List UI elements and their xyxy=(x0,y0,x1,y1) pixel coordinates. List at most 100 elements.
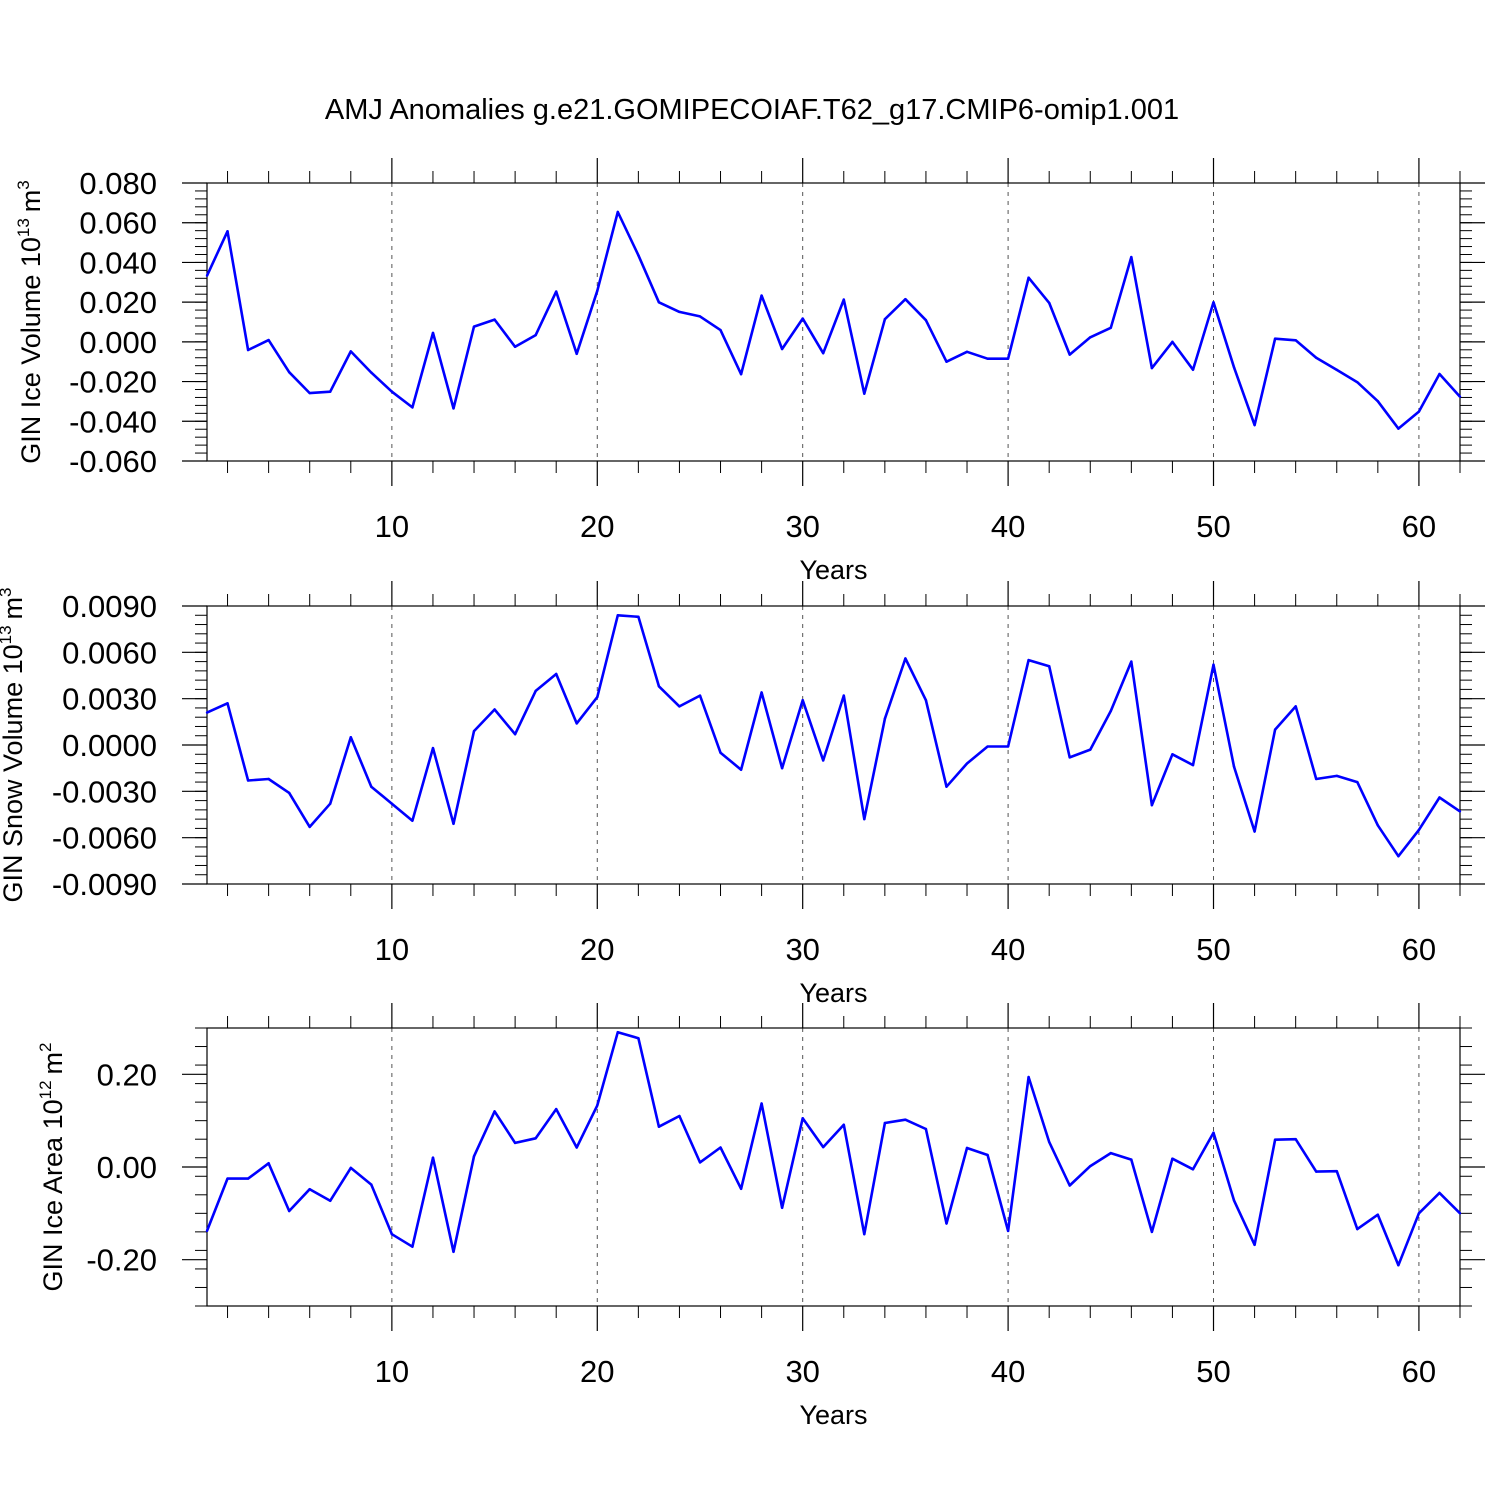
panel-1-point-26 xyxy=(719,328,722,332)
panel-1-point-38 xyxy=(965,350,969,353)
panel-1-point-3 xyxy=(246,348,250,352)
panel-1-point-13 xyxy=(452,407,455,410)
panel-2-point-56 xyxy=(1335,774,1338,778)
panel-2-point-51 xyxy=(1232,765,1236,768)
panel-2: 10 20 30 40 50 60 -0.0090 -0.0060 -0.0030 0.0000 0… xyxy=(0,581,1485,1008)
panel-2-point-48 xyxy=(1171,753,1174,756)
panel-3-point-42 xyxy=(1047,1140,1051,1144)
panel-1-yaxis-label-text: GIN Ice Volume 10 xyxy=(16,237,46,464)
panel-3-point-3 xyxy=(246,1177,250,1180)
panel-2-point-17 xyxy=(534,689,537,693)
panel-1-point-32 xyxy=(842,298,845,301)
panel-3-point-32 xyxy=(842,1123,845,1127)
panel-3-point-37 xyxy=(945,1222,948,1225)
panel-3-point-10 xyxy=(390,1232,394,1236)
panel-1-point-15 xyxy=(493,318,496,321)
panel-3-point-7 xyxy=(329,1199,332,1203)
panel-3-point-2 xyxy=(226,1177,229,1180)
panel-1-point-54 xyxy=(1294,339,1297,342)
panel-2-point-8 xyxy=(349,736,352,739)
panel-2-point-32 xyxy=(842,694,845,697)
panel-2-point-39 xyxy=(986,745,989,748)
panel-1-point-51 xyxy=(1232,366,1236,369)
panel-2-point-21 xyxy=(616,614,620,617)
panel-2-point-55 xyxy=(1315,777,1318,781)
panel-3-point-46 xyxy=(1130,1158,1133,1161)
panel-1-point-43 xyxy=(1068,353,1071,356)
panel-3-point-25 xyxy=(698,1161,702,1164)
panel-2-point-41 xyxy=(1027,658,1030,662)
panel-2-point-60 xyxy=(1417,828,1421,832)
panel-1-yaxis-label-unit: m xyxy=(16,190,46,213)
panel-1-point-59 xyxy=(1397,427,1400,430)
panel-2-point-57 xyxy=(1356,780,1359,784)
panel-3-point-39 xyxy=(986,1153,989,1157)
panel-2-ytick-label-4: 0.0030 xyxy=(62,682,157,717)
panel-3-point-53 xyxy=(1273,1138,1277,1141)
panel-1-point-41 xyxy=(1027,276,1030,279)
panel-2-ytick-label-6: 0.0090 xyxy=(62,589,157,624)
panel-2-point-50 xyxy=(1212,663,1215,666)
panel-2-point-28 xyxy=(760,691,763,694)
panel-2-ytick-label-1: -0.0060 xyxy=(52,821,157,856)
panel-1-point-30 xyxy=(801,317,804,320)
panel-2-point-11 xyxy=(411,819,414,822)
panel-2-point-1 xyxy=(205,711,209,714)
panel-3-ytick-label-2: 0.20 xyxy=(97,1057,157,1092)
panel-1-point-31 xyxy=(822,351,825,355)
panel-2-point-30 xyxy=(801,699,804,702)
panel-3-yaxis-label-text: GIN Ice Area 10 xyxy=(38,1099,68,1291)
panel-1-xtick-label-10: 10 xyxy=(375,509,409,544)
panel-1-point-25 xyxy=(698,315,702,318)
panel-2-yaxis-label-text: GIN Snow Volume 10 xyxy=(0,644,28,902)
panel-1-xaxis-label: Years xyxy=(799,555,867,585)
panel-3-point-28 xyxy=(760,1102,763,1105)
panel-1-point-60 xyxy=(1417,410,1421,413)
panel-2-point-46 xyxy=(1130,660,1133,663)
panel-2-point-9 xyxy=(370,785,373,788)
panel-3-xtick-label-50: 50 xyxy=(1196,1354,1230,1389)
panel-2-point-26 xyxy=(719,751,722,754)
panel-3-yaxis-label: GIN Ice Area 1012 m2 xyxy=(36,1043,68,1292)
panel-3-xtick-label-10: 10 xyxy=(375,1354,409,1389)
panel-2-point-29 xyxy=(780,766,784,770)
panel-2-point-49 xyxy=(1191,763,1195,767)
panel-1-ytick-label-0: -0.060 xyxy=(69,444,157,479)
panel-3-point-50 xyxy=(1212,1131,1215,1134)
panel-3-point-33 xyxy=(863,1232,866,1236)
panel-2-yaxis-label-unit: m xyxy=(0,597,28,620)
panel-1-point-28 xyxy=(760,294,763,297)
panel-3-xtick-label-30: 30 xyxy=(785,1354,819,1389)
panel-1-ytick-label-1: -0.040 xyxy=(69,404,157,439)
panel-1-point-21 xyxy=(616,210,620,214)
panel-1-point-61 xyxy=(1438,372,1441,376)
panel-2-point-19 xyxy=(575,722,578,725)
panel-1-point-6 xyxy=(308,391,311,395)
panel-2-point-12 xyxy=(431,746,435,750)
panel-2-point-3 xyxy=(246,779,250,782)
panel-2-point-27 xyxy=(739,768,743,771)
panel-2-point-24 xyxy=(678,705,681,708)
panel-1-xtick-label-50: 50 xyxy=(1196,509,1230,544)
panel-3-point-57 xyxy=(1356,1227,1359,1231)
panel-1-xtick-label-20: 20 xyxy=(580,509,614,544)
panel-2-point-4 xyxy=(267,777,270,781)
panel-2-point-5 xyxy=(287,791,291,795)
panels: 10 20 30 40 50 60 -0.060 -0.040 -0.020 0.000 0.020… xyxy=(0,158,1485,1430)
panel-2-xtick-label-20: 20 xyxy=(580,932,614,967)
panel-3-point-20 xyxy=(596,1104,599,1107)
panel-1-point-29 xyxy=(780,347,784,351)
panel-1-point-34 xyxy=(883,318,887,321)
panel-2-point-35 xyxy=(904,657,907,660)
panel-3-point-59 xyxy=(1397,1264,1400,1267)
panel-3-yaxis-label-unit: m xyxy=(38,1052,68,1075)
panel-1-point-53 xyxy=(1273,337,1277,340)
panel-1-ytick-label-5: 0.040 xyxy=(79,245,157,280)
panel-1-point-50 xyxy=(1212,301,1215,304)
panel-1-point-19 xyxy=(575,352,578,355)
panel-2-point-18 xyxy=(554,672,558,676)
panel-2-xtick-label-30: 30 xyxy=(785,932,819,967)
panel-2-ytick-label-3: 0.0000 xyxy=(62,728,157,763)
panel-2-ytick-label-0: -0.0090 xyxy=(52,867,157,902)
panel-2-point-52 xyxy=(1253,830,1256,833)
